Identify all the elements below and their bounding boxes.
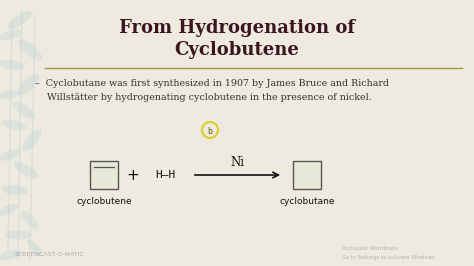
Ellipse shape [18, 39, 42, 61]
Ellipse shape [14, 162, 38, 178]
Ellipse shape [22, 129, 42, 151]
Text: Ni: Ni [230, 156, 245, 169]
Bar [90, 161, 118, 189]
Bar [293, 161, 321, 189]
Text: cyclobutene: cyclobutene [76, 197, 132, 206]
Ellipse shape [0, 149, 20, 161]
Ellipse shape [0, 30, 22, 40]
Text: H—H: H—H [155, 170, 175, 180]
Text: SCREENCAST-O-MATIC: SCREENCAST-O-MATIC [15, 252, 85, 257]
Text: Cyclobutene: Cyclobutene [174, 41, 300, 59]
Text: Go to Settings to activate Windows.: Go to Settings to activate Windows. [342, 255, 436, 260]
Ellipse shape [0, 204, 18, 216]
Ellipse shape [2, 120, 26, 130]
Text: Willstätter by hydrogenating cyclobutene in the presence of nickel.: Willstätter by hydrogenating cyclobutene… [35, 94, 372, 102]
Text: +: + [127, 168, 139, 182]
Text: Activate Windows: Activate Windows [342, 246, 398, 251]
Ellipse shape [8, 11, 32, 29]
Ellipse shape [21, 211, 39, 229]
Ellipse shape [2, 185, 28, 195]
Ellipse shape [0, 91, 19, 99]
Text: cyclobutane: cyclobutane [279, 197, 335, 206]
Ellipse shape [0, 60, 25, 70]
Text: –  Cyclobutane was first synthesized in 1907 by James Bruce and Richard: – Cyclobutane was first synthesized in 1… [35, 80, 389, 89]
Ellipse shape [13, 102, 35, 119]
Text: b: b [208, 127, 212, 135]
Ellipse shape [5, 231, 31, 239]
Ellipse shape [0, 250, 22, 260]
Text: From Hydrogenation of: From Hydrogenation of [119, 19, 355, 37]
Ellipse shape [27, 239, 43, 257]
Ellipse shape [18, 74, 39, 96]
